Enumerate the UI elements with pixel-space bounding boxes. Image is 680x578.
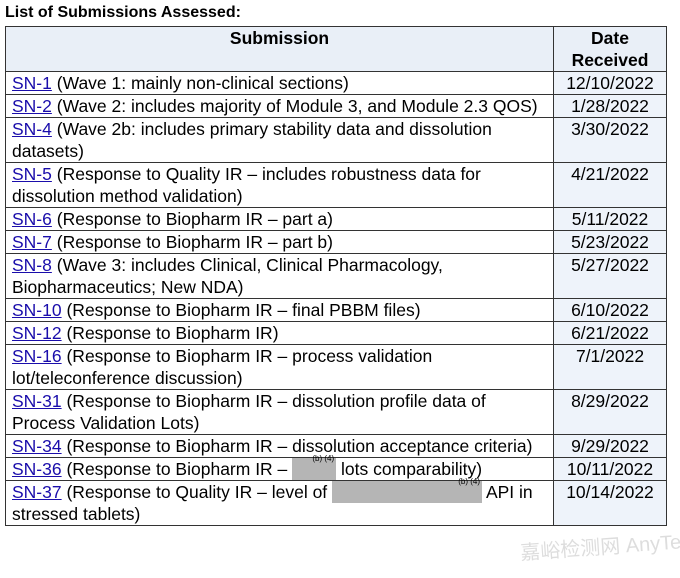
submission-link[interactable]: SN-16: [12, 346, 62, 366]
description-text: (Wave 3: includes Clinical, Clinical Pha…: [12, 255, 443, 297]
date-cell: 3/30/2022: [553, 117, 667, 163]
description-text: (Response to Biopharm IR –: [66, 459, 288, 479]
submission-cell: SN-5 (Response to Quality IR – includes …: [5, 162, 554, 208]
redaction: (b) (4): [292, 454, 337, 480]
header-cell: Submission: [5, 26, 554, 72]
date-cell: 10/11/2022: [553, 457, 667, 481]
description-text: (Response to Biopharm IR – part b): [56, 232, 333, 252]
table-row: SN-8 (Wave 3: includes Clinical, Clinica…: [5, 253, 667, 299]
description-text: (Response to Biopharm IR – process valid…: [12, 346, 433, 388]
table-row: SN-10 (Response to Biopharm IR – final P…: [5, 298, 667, 322]
description-text: (Response to Biopharm IR – dissolution a…: [66, 436, 533, 456]
table-row: SN-12 (Response to Biopharm IR) 6/21/2022: [5, 321, 667, 345]
description-text: (Wave 1: mainly non-clinical sections): [56, 73, 349, 93]
submission-link[interactable]: SN-31: [12, 391, 62, 411]
table-row: SN-16 (Response to Biopharm IR – process…: [5, 344, 667, 390]
date-cell: 10/14/2022: [553, 480, 667, 526]
description-text: (Response to Biopharm IR – final PBBM fi…: [66, 300, 421, 320]
date-cell: 9/29/2022: [553, 434, 667, 458]
submission-cell: SN-2 (Wave 2: includes majority of Modul…: [5, 94, 554, 118]
submission-link[interactable]: SN-4: [12, 119, 52, 139]
table-row: SN-31 (Response to Biopharm IR – dissolu…: [5, 389, 667, 435]
description-text: (Response to Biopharm IR): [66, 323, 279, 343]
date-cell: 4/21/2022: [553, 162, 667, 208]
description-text: (Response to Quality IR – level of: [66, 482, 328, 502]
submission-link[interactable]: SN-6: [12, 209, 52, 229]
submission-link[interactable]: SN-36: [12, 459, 62, 479]
submission-cell: SN-4 (Wave 2b: includes primary stabilit…: [5, 117, 554, 163]
date-cell: 6/21/2022: [553, 321, 667, 345]
submission-cell: SN-6 (Response to Biopharm IR – part a): [5, 207, 554, 231]
submission-cell: SN-16 (Response to Biopharm IR – process…: [5, 344, 554, 390]
submission-cell: SN-36 (Response to Biopharm IR – (b) (4)…: [5, 454, 554, 481]
submission-link[interactable]: SN-2: [12, 96, 52, 116]
submission-link[interactable]: SN-1: [12, 73, 52, 93]
table-row: SN-1 (Wave 1: mainly non-clinical sectio…: [5, 71, 667, 95]
table-row: SN-4 (Wave 2b: includes primary stabilit…: [5, 117, 667, 163]
submission-cell: SN-31 (Response to Biopharm IR – dissolu…: [5, 389, 554, 435]
submission-cell: SN-37 (Response to Quality IR – level of…: [5, 477, 554, 526]
description-text: (Wave 2: includes majority of Module 3, …: [56, 96, 538, 116]
submission-link[interactable]: SN-34: [12, 436, 62, 456]
date-cell: 5/11/2022: [553, 207, 667, 231]
submission-link[interactable]: SN-7: [12, 232, 52, 252]
header-cell: Date Received: [553, 26, 667, 72]
table-body: SN-1 (Wave 1: mainly non-clinical sectio…: [5, 71, 667, 526]
submission-link[interactable]: SN-12: [12, 323, 62, 343]
table-row: SN-34 (Response to Biopharm IR – dissolu…: [5, 434, 667, 458]
submission-cell: SN-1 (Wave 1: mainly non-clinical sectio…: [5, 71, 554, 95]
title: List of Submissions Assessed:: [5, 4, 241, 21]
date-cell: 7/1/2022: [553, 344, 667, 390]
submission-cell: SN-10 (Response to Biopharm IR – final P…: [5, 298, 554, 322]
table-row: SN-2 (Wave 2: includes majority of Modul…: [5, 94, 667, 118]
description-text: (Response to Biopharm IR – part a): [56, 209, 333, 229]
header-row: Submission Date Received: [5, 26, 667, 72]
table-row: SN-5 (Response to Quality IR – includes …: [5, 162, 667, 208]
submission-cell: SN-8 (Wave 3: includes Clinical, Clinica…: [5, 253, 554, 299]
date-cell: 5/23/2022: [553, 230, 667, 254]
submission-cell: SN-12 (Response to Biopharm IR): [5, 321, 554, 345]
submission-link[interactable]: SN-8: [12, 255, 52, 275]
table-row: SN-37 (Response to Quality IR – level of…: [5, 477, 667, 526]
date-cell: 1/28/2022: [553, 94, 667, 118]
table-row: SN-7 (Response to Biopharm IR – part b) 5…: [5, 230, 667, 254]
description-text: (Response to Quality IR – includes robus…: [12, 164, 481, 206]
submission-link[interactable]: SN-10: [12, 300, 62, 320]
date-cell: 6/10/2022: [553, 298, 667, 322]
redaction-code: (b) (4): [458, 477, 481, 486]
description-text: (Response to Biopharm IR – dissolution p…: [12, 391, 486, 433]
table-row: SN-36 (Response to Biopharm IR – (b) (4)…: [5, 454, 667, 481]
submission-link[interactable]: SN-5: [12, 164, 52, 184]
description-text: (Wave 2b: includes primary stability dat…: [12, 119, 492, 161]
watermark: 嘉峪检测网 AnyTesting.com: [519, 525, 680, 565]
date-cell: 5/27/2022: [553, 253, 667, 299]
date-cell: 12/10/2022: [553, 71, 667, 95]
date-cell: 8/29/2022: [553, 389, 667, 435]
submissions-table: Submission Date Received SN-1 (Wave 1: m…: [5, 26, 667, 526]
submission-cell: SN-7 (Response to Biopharm IR – part b): [5, 230, 554, 254]
description-text: API in stressed tablets): [12, 482, 533, 524]
submission-link[interactable]: SN-37: [12, 482, 62, 502]
redaction-code: (b) (4): [312, 454, 335, 463]
submission-cell: SN-34 (Response to Biopharm IR – dissolu…: [5, 434, 554, 458]
table-row: SN-6 (Response to Biopharm IR – part a) 5…: [5, 207, 667, 231]
redaction: (b) (4): [332, 477, 483, 503]
description-text: lots comparability): [341, 459, 483, 479]
